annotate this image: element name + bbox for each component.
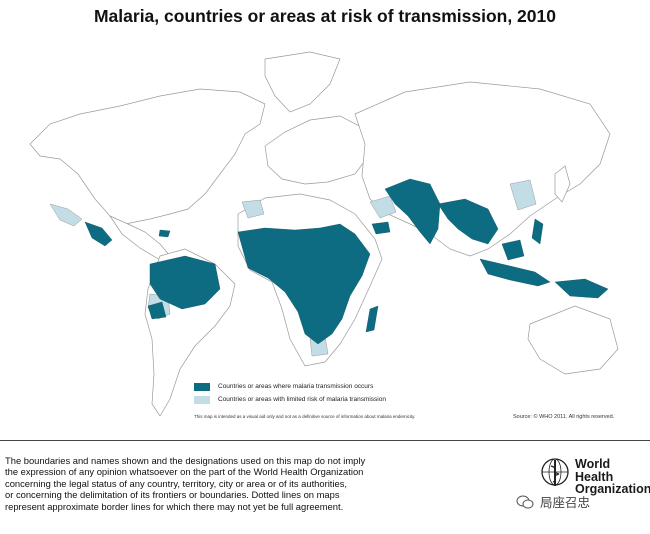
- malaria-bolivia: [147, 301, 167, 320]
- who-name-line2: Organization: [575, 482, 650, 496]
- watermark: 局座召忠: [516, 492, 590, 511]
- legend-swatch-transmission: [194, 382, 210, 391]
- malaria-southeast-asia: [437, 198, 499, 245]
- malaria-amazon: [149, 255, 221, 310]
- malaria-borneo: [501, 239, 525, 261]
- australia: [527, 305, 619, 375]
- central-america: [109, 215, 171, 261]
- legend-item-limited: Countries or areas with limited risk of …: [194, 393, 386, 406]
- limited-risk-middle-east: [369, 195, 397, 219]
- limited-risk-mexico: [49, 203, 83, 227]
- who-wordmark: World Health Organization: [575, 458, 650, 496]
- legend-label-limited: Countries or areas with limited risk of …: [218, 396, 386, 403]
- source-credit: Source: © WHO 2011. All rights reserved.: [513, 414, 615, 420]
- disclaimer: The boundaries and names shown and the d…: [5, 455, 400, 512]
- legend-item-transmission: Countries or areas where malaria transmi…: [194, 380, 386, 393]
- limited-risk-north-africa: [241, 199, 265, 219]
- malaria-arabia: [371, 221, 391, 235]
- disclaimer-line: or concerning the delimitation of its fr…: [5, 489, 340, 501]
- map-legend: Countries or areas where malaria transmi…: [194, 380, 386, 406]
- legend-swatch-limited: [194, 395, 210, 404]
- legend-label-transmission: Countries or areas where malaria transmi…: [218, 383, 374, 390]
- malaria-philippines: [531, 218, 544, 245]
- world-map: [10, 34, 640, 434]
- malaria-madagascar: [365, 305, 379, 333]
- malaria-indonesia: [479, 258, 551, 287]
- disclaimer-line: represent approximate border lines for w…: [5, 500, 344, 512]
- disclaimer-line: the expression of any opinion whatsoever…: [5, 466, 364, 478]
- map-title: Malaria, countries or areas at risk of t…: [93, 6, 556, 26]
- who-emblem-icon: [539, 456, 571, 493]
- japan: [554, 165, 571, 203]
- map-note: This map is intended as a visual aid onl…: [194, 414, 416, 419]
- watermark-text: 局座召忠: [540, 496, 591, 510]
- europe: [264, 115, 371, 185]
- limited-risk-china: [509, 179, 537, 211]
- who-name-line1: World Health: [575, 457, 614, 484]
- north-america: [29, 88, 266, 225]
- malaria-new-guinea: [554, 278, 609, 299]
- chat-bubble-icon: [516, 495, 534, 509]
- disclaimer-line: The boundaries and names shown and the d…: [5, 455, 366, 466]
- malaria-south-asia: [384, 178, 441, 245]
- disclaimer-line: concerning the legal status of any count…: [5, 477, 347, 489]
- greenland: [264, 51, 341, 113]
- divider: [0, 440, 650, 441]
- malaria-hispaniola: [158, 229, 171, 238]
- malaria-africa: [237, 223, 371, 345]
- malaria-central-america: [84, 221, 113, 247]
